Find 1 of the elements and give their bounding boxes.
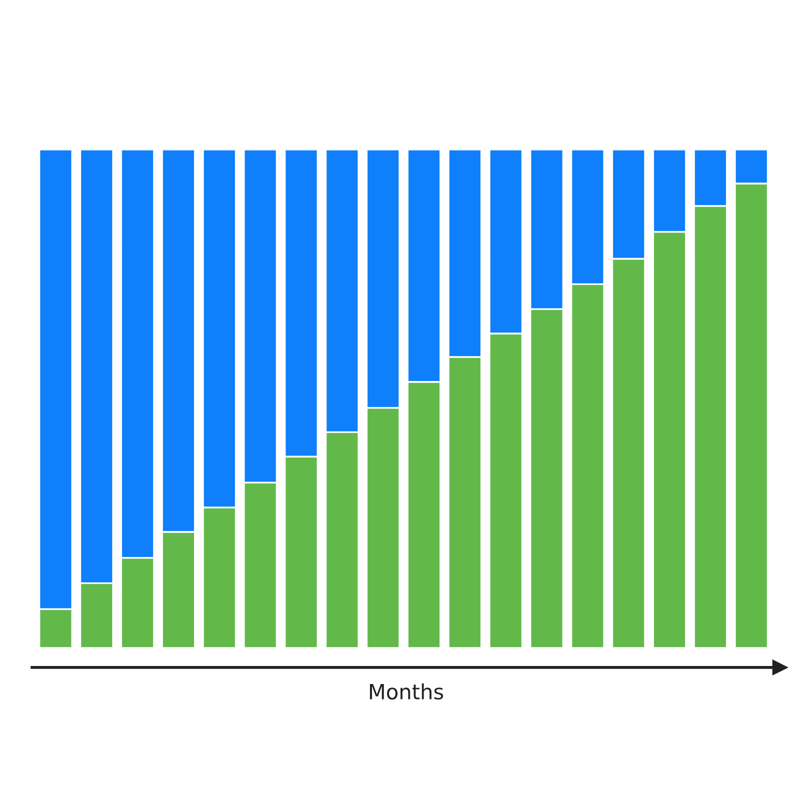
- x-axis-title: Months: [370, 683, 444, 700]
